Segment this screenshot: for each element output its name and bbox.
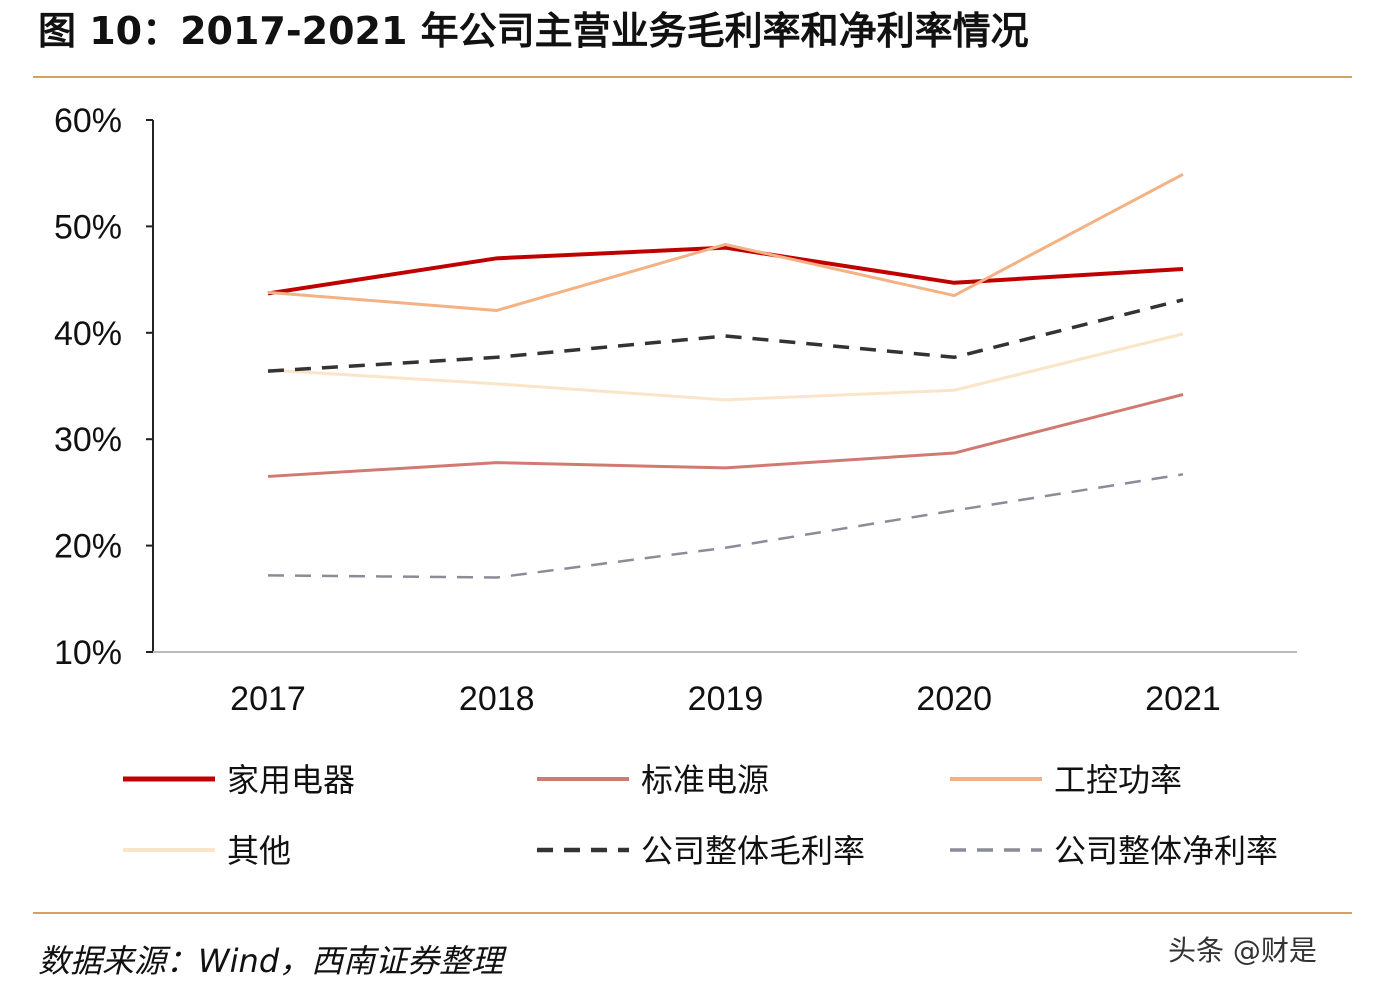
y-tick-label: 40% [54, 315, 122, 353]
legend-label: 标准电源 [641, 761, 769, 799]
y-tick-label: 20% [54, 528, 122, 566]
y-tick-label: 30% [54, 421, 122, 459]
legend-label: 公司整体毛利率 [641, 832, 865, 870]
axes: 10% 20% 30% 40% 50% 60% 2017 2018 2019 2020 2021 [54, 102, 1297, 718]
series-line-2 [267, 172, 1184, 312]
legend-label: 家用电器 [227, 761, 355, 799]
source-note: 数据来源：Wind，西南证券整理 [38, 942, 507, 980]
series-line-4 [267, 298, 1184, 373]
y-tick-label: 10% [54, 634, 122, 672]
x-tick-label: 2021 [1145, 680, 1221, 718]
y-tick-label: 60% [54, 102, 122, 140]
series-line-3 [267, 332, 1184, 402]
x-tick-label: 2018 [459, 680, 535, 718]
chart-title: 图 10：2017-2021 年公司主营业务毛利率和净利率情况 [38, 9, 1029, 53]
series-line-1 [267, 393, 1184, 478]
legend-label: 工控功率 [1054, 761, 1182, 799]
series-line-5 [267, 473, 1184, 579]
watermark: 头条 @财是 [1168, 934, 1317, 967]
series-group [267, 172, 1184, 579]
x-tick-label: 2017 [230, 680, 306, 718]
x-tick-label: 2019 [688, 680, 764, 718]
series-line-0 [267, 245, 1184, 296]
y-tick-label: 50% [54, 208, 122, 246]
legend-label: 其他 [227, 832, 291, 870]
x-tick-label: 2020 [916, 680, 992, 718]
legend-label: 公司整体净利率 [1054, 832, 1278, 870]
